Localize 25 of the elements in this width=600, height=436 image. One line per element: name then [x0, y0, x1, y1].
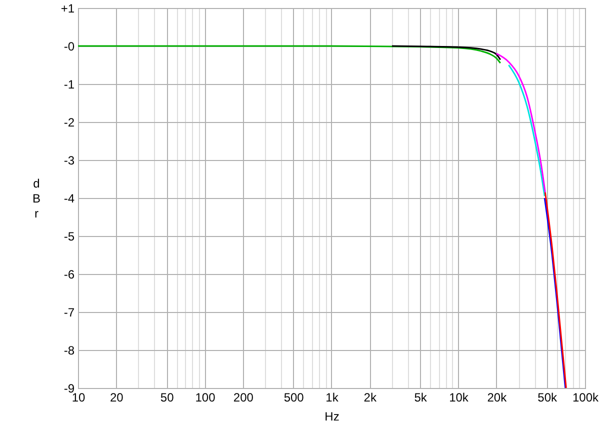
x-tick-label: 100	[195, 390, 216, 404]
x-tick-label: 10k	[449, 390, 470, 404]
x-tick-label: 50	[160, 390, 174, 404]
x-tick-label: 10	[72, 390, 86, 404]
x-tick-label: 20k	[487, 390, 508, 404]
y-tick-label: -5	[64, 230, 75, 244]
x-tick-label: 20	[110, 390, 124, 404]
y-tick-label: -4	[64, 192, 75, 206]
x-tick-label: 2k	[364, 390, 378, 404]
x-tick-label: 200	[233, 390, 254, 404]
y-axis-title: dBr	[32, 176, 41, 220]
y-tick-label: -1	[64, 78, 75, 92]
x-tick-label: 100k	[572, 390, 600, 404]
y-tick-label: -0	[64, 40, 75, 54]
x-tick-label: 5k	[414, 390, 428, 404]
y-tick-label: -8	[64, 344, 75, 358]
y-tick-label: -2	[64, 116, 75, 130]
y-tick-label: +1	[60, 2, 75, 16]
x-tick-label: 1k	[326, 390, 340, 404]
y-tick-label: -6	[64, 268, 75, 282]
x-tick-label: 50k	[538, 390, 558, 404]
x-tick-label: 500	[284, 390, 304, 404]
x-axis-title: Hz	[324, 410, 340, 424]
y-tick-label: -3	[64, 154, 75, 168]
y-tick-label: -7	[64, 306, 75, 320]
